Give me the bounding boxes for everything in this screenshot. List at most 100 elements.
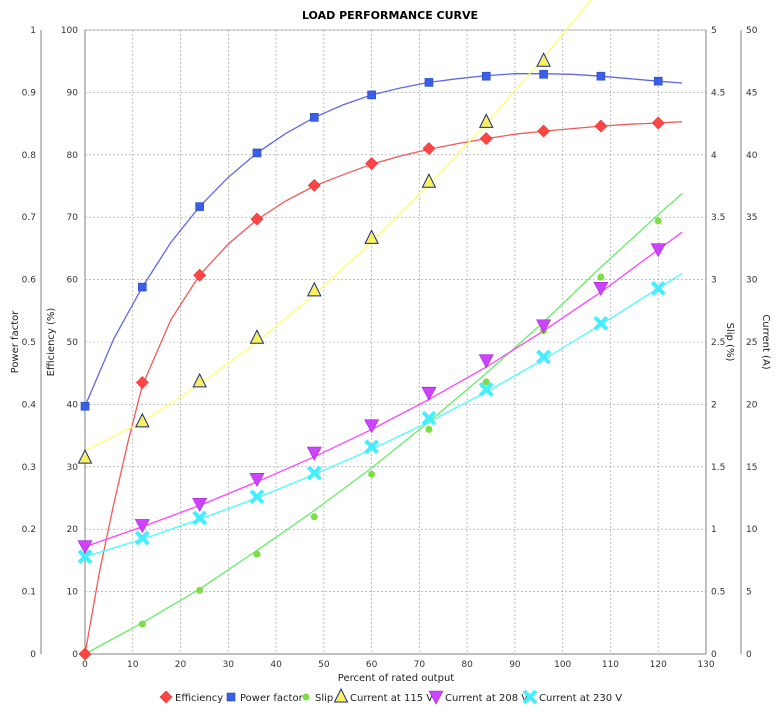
current-at-230-v-point xyxy=(478,382,494,397)
efficiency-point xyxy=(365,157,379,170)
x-marker-stroke xyxy=(134,530,150,546)
current-at-230-v-line xyxy=(84,272,683,558)
current-at-230-v-point xyxy=(192,510,208,526)
x-axis-label: Percent of rated output xyxy=(338,673,455,684)
efficiency-tick-label: 20 xyxy=(67,525,79,535)
efficiency-point xyxy=(250,212,264,226)
power-factor-point xyxy=(80,401,90,411)
power-factor-point xyxy=(367,90,376,100)
efficiency-point xyxy=(537,124,551,138)
x-marker-stroke xyxy=(478,382,494,397)
x-tick-label: 110 xyxy=(602,660,619,670)
series-markers xyxy=(77,52,666,661)
current-at-230-v-point xyxy=(536,349,551,365)
power-factor-tick-label: 0.9 xyxy=(22,88,37,98)
power-factor-line xyxy=(84,73,683,407)
current-at-230-v-point xyxy=(593,315,609,331)
power-factor-tick-label: 0.7 xyxy=(22,213,36,223)
current-at-115-v-point xyxy=(364,229,379,244)
power-factor-tick-label: 0.4 xyxy=(22,400,37,410)
x-tick-label: 60 xyxy=(366,660,378,670)
slip-tick-label: 0.5 xyxy=(711,588,725,598)
slip-tick-label: 5 xyxy=(711,26,717,36)
current-tick-label: 30 xyxy=(746,276,758,286)
current-at-115-v-point xyxy=(192,372,207,388)
x-marker-stroke xyxy=(421,410,437,426)
efficiency-tick-label: 70 xyxy=(67,213,79,223)
power-factor-point xyxy=(138,282,147,292)
efficiency-line xyxy=(84,121,683,655)
current-at-208-v-point xyxy=(249,472,265,487)
legend-item-current-at-115-v: Current at 115 V xyxy=(333,687,433,704)
current-tick-label: 25 xyxy=(746,338,757,348)
x-marker-stroke xyxy=(650,280,666,296)
legend-label: Current at 208 V xyxy=(445,693,528,704)
power-factor-point xyxy=(596,71,606,81)
current-tick-label: 0 xyxy=(746,650,752,660)
efficiency-tick-label: 80 xyxy=(67,151,79,161)
slip-point xyxy=(138,620,146,628)
x-marker-stroke xyxy=(364,439,380,455)
slip-point xyxy=(654,217,662,225)
efficiency-tick-label: 60 xyxy=(67,276,79,286)
efficiency-tick-label: 0 xyxy=(72,650,78,660)
slip-tick-label: 3.5 xyxy=(711,213,725,223)
slip-line xyxy=(84,193,683,655)
current-at-115-v-point xyxy=(77,448,93,464)
x-tick-label: 10 xyxy=(127,660,139,670)
power-factor-axis-label: Power factor xyxy=(10,310,21,374)
efficiency-point xyxy=(479,132,493,146)
current-axis-label: Current (A) xyxy=(760,314,771,369)
x-marker-stroke xyxy=(522,689,538,705)
power-factor-point xyxy=(653,76,663,86)
x-marker-stroke xyxy=(249,489,265,505)
power-factor-tick-label: 1 xyxy=(30,26,36,36)
current-at-230-v-point xyxy=(77,549,93,565)
slip-tick-label: 4 xyxy=(711,151,717,161)
current-at-115-v-point xyxy=(306,281,322,297)
current-tick-label: 5 xyxy=(746,588,752,598)
legend-marker xyxy=(302,693,310,701)
current-tick-label: 35 xyxy=(746,213,757,223)
legend-label: Current at 230 V xyxy=(539,693,622,704)
power-factor-point xyxy=(539,70,548,79)
slip-tick-label: 1.5 xyxy=(711,463,725,473)
power-factor-point xyxy=(309,113,319,122)
x-tick-label: 50 xyxy=(318,660,330,670)
efficiency-tick-label: 10 xyxy=(67,588,79,598)
current-tick-label: 50 xyxy=(746,26,758,36)
efficiency-point xyxy=(193,268,207,282)
x-tick-label: 80 xyxy=(461,660,473,670)
current-at-115-v-line xyxy=(84,0,592,452)
x-marker-stroke xyxy=(77,549,93,565)
current-tick-label: 40 xyxy=(746,151,758,161)
slip-point xyxy=(310,513,318,521)
x-marker-stroke xyxy=(593,315,609,331)
power-factor-tick-label: 0.5 xyxy=(22,338,36,348)
current-tick-label: 10 xyxy=(746,525,758,535)
chart-title: LOAD PERFORMANCE CURVE xyxy=(302,9,478,22)
x-tick-label: 0 xyxy=(82,660,88,670)
legend-label: Current at 115 V xyxy=(350,693,433,704)
current-at-208-v-point xyxy=(650,243,666,258)
slip-point xyxy=(196,586,204,594)
efficiency-tick-label: 50 xyxy=(67,338,79,348)
slip-point xyxy=(368,470,376,478)
current-at-208-v-point xyxy=(421,386,437,401)
slip-point xyxy=(482,378,490,386)
x-tick-label: 70 xyxy=(414,660,426,670)
slip-point xyxy=(253,550,261,558)
current-at-208-v-point xyxy=(306,446,322,461)
current-at-230-v-point xyxy=(364,439,380,455)
series-curves xyxy=(84,0,683,655)
current-at-115-v-point xyxy=(135,412,150,428)
efficiency-point xyxy=(594,119,608,133)
x-marker-stroke xyxy=(306,465,322,481)
power-factor-tick-label: 0.6 xyxy=(22,276,37,286)
x-tick-label: 20 xyxy=(175,660,187,670)
power-factor-tick-label: 0 xyxy=(30,650,36,660)
x-tick-label: 90 xyxy=(509,660,521,670)
slip-tick-label: 2.5 xyxy=(711,338,725,348)
